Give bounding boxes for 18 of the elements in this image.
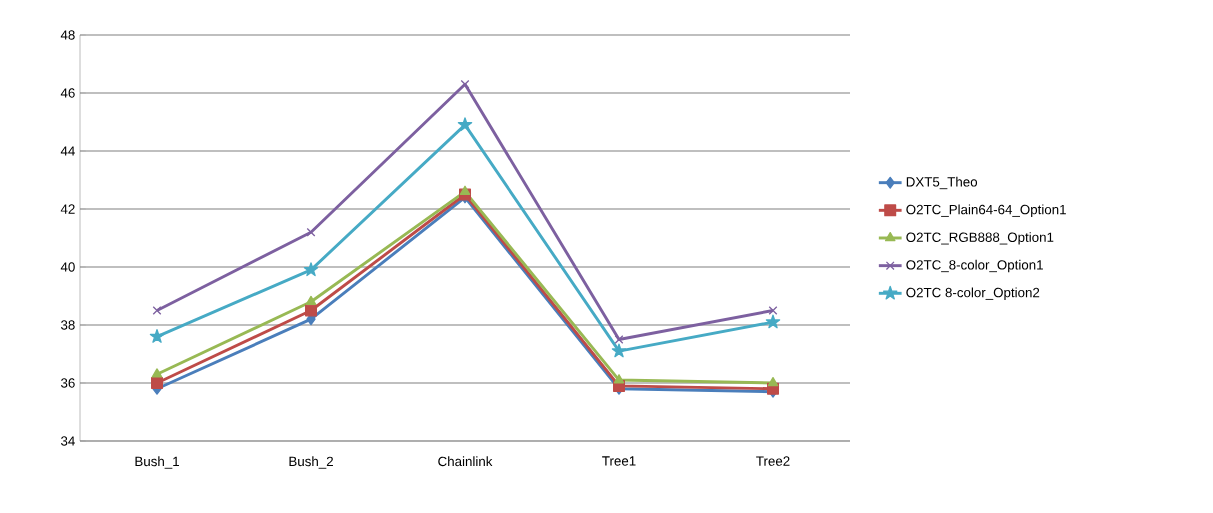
y-tick-label: 44 <box>60 146 75 156</box>
y-tick-label: 36 <box>60 378 75 388</box>
y-tick-label: 46 <box>60 88 75 98</box>
y-tick-label: 48 <box>60 30 75 40</box>
legend-label: O2TC_8-color_Option1 <box>906 259 1043 273</box>
y-tick-label: 38 <box>60 320 75 330</box>
x-tick-label: Chainlink <box>438 456 493 467</box>
legend-label: O2TC_RGB888_Option1 <box>906 232 1054 245</box>
y-tick-label: 42 <box>60 204 75 214</box>
x-tick-label: Bush_2 <box>289 456 333 469</box>
legend-label: O2TC_Plain64-64_Option1 <box>906 204 1066 217</box>
y-tick-label: 40 <box>60 262 75 272</box>
x-tick-label: Bush_1 <box>135 456 179 469</box>
legend-label: DXT5_Theo <box>906 176 978 190</box>
y-tick-label: 34 <box>60 436 75 446</box>
x-tick-label: Tree2 <box>756 456 790 466</box>
x-tick-label: Tree1 <box>602 456 636 466</box>
legend-label: O2TC 8-color_Option2 <box>906 287 1040 300</box>
